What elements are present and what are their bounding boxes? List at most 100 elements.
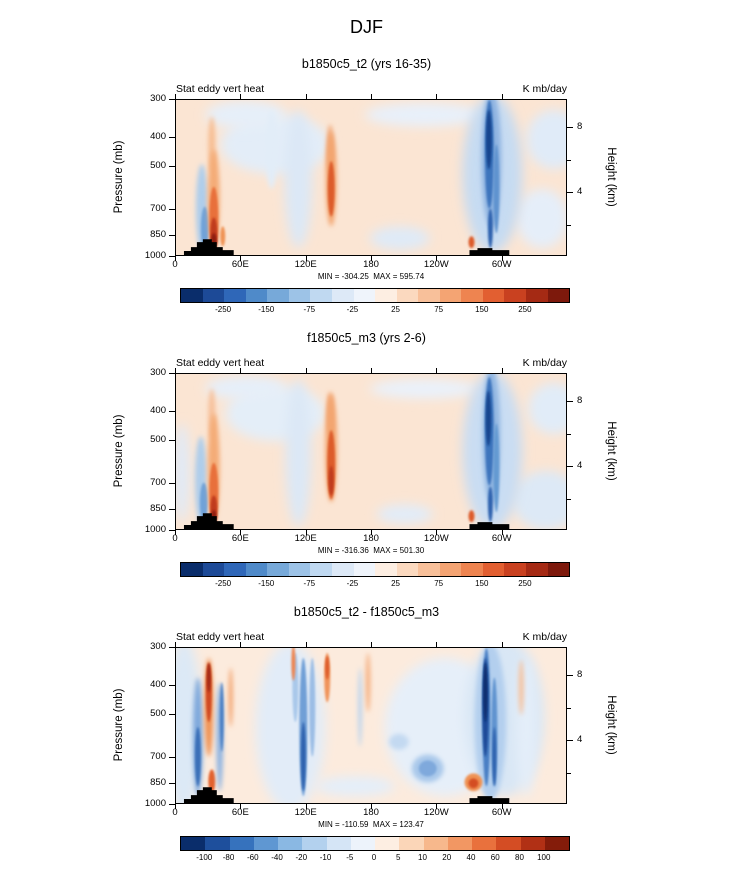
- x-tick-top: [501, 94, 503, 99]
- pressure-tick: [169, 508, 175, 510]
- colorbar-cell: [418, 563, 440, 576]
- colorbar-cell: [288, 289, 311, 302]
- pressure-tick-label: 300: [150, 641, 166, 652]
- height-minor-tick: [567, 433, 571, 435]
- x-tick-top: [305, 368, 307, 373]
- colorbar-cell: [202, 289, 225, 302]
- pressure-tick: [169, 234, 175, 236]
- x-tick-top: [240, 642, 242, 647]
- colorbar-labels: -100 -80 -60 -40 -20 -10 -5 0 5 10 20 40 60 80 100: [180, 853, 568, 863]
- pressure-tick-label: 400: [150, 678, 166, 690]
- height-minor-tick: [567, 159, 571, 161]
- colorbar-cell: [461, 289, 483, 302]
- height-minor-tick: [567, 773, 571, 775]
- colorbar-cell: [520, 837, 545, 850]
- x-tick-top: [501, 642, 503, 647]
- colorbar-tick-label: -250: [215, 305, 232, 314]
- variable-label: Stat eddy vert heat: [176, 357, 265, 369]
- units-label: K mb/day: [522, 631, 567, 643]
- colorbar: [180, 836, 570, 851]
- colorbar-tick-label: -10: [319, 853, 332, 862]
- colorbar-cell: [447, 837, 472, 850]
- pressure-tick-label: 700: [150, 751, 166, 763]
- pressure-tick-label: 850: [150, 502, 166, 514]
- x-tick: [371, 530, 372, 535]
- x-tick: [436, 804, 438, 809]
- colorbar-cell: [181, 837, 206, 850]
- contour-field: [176, 374, 566, 529]
- x-tick-top: [371, 642, 372, 647]
- pressure-tick-label: 500: [150, 707, 166, 719]
- colorbar-cell: [310, 289, 332, 302]
- colorbar-cell: [496, 837, 521, 850]
- colorbar-tick-label: 40: [466, 853, 476, 862]
- x-tick-top: [175, 642, 176, 647]
- height-tick: [567, 740, 573, 742]
- colorbar-tick-label: 20: [442, 853, 452, 862]
- colorbar-cell: [224, 289, 246, 302]
- colorbar-cell: [544, 837, 569, 850]
- x-tick-label: 0: [172, 533, 178, 544]
- height-minor-tick: [567, 499, 571, 501]
- pressure-tick-label: 400: [150, 404, 166, 416]
- x-tick: [305, 530, 307, 535]
- topography: [183, 787, 510, 803]
- colorbar-tick-label: 100: [537, 853, 551, 862]
- colorbar-cell: [278, 837, 303, 850]
- pressure-axis-title: Pressure (mb): [113, 688, 125, 762]
- topography: [183, 513, 510, 529]
- colorbar-cell: [245, 563, 268, 576]
- x-tick-label: 60W: [491, 259, 512, 270]
- colorbar-cell: [375, 289, 397, 302]
- colorbar-cell: [310, 563, 332, 576]
- pressure-tick: [169, 684, 175, 686]
- colorbar: [180, 288, 570, 303]
- x-tick-label: 120E: [294, 533, 317, 544]
- pressure-tick: [169, 757, 175, 759]
- x-tick: [501, 530, 503, 535]
- colorbar-cell: [331, 563, 354, 576]
- colorbar-tick-label: 75: [434, 579, 444, 588]
- figure-title: DJF: [350, 17, 383, 37]
- pressure-tick-label: 500: [150, 159, 166, 171]
- colorbar-cell: [547, 289, 570, 302]
- pressure-tick-label: 1000: [144, 250, 166, 261]
- panel-title: b1850c5_t2 (yrs 16-35): [301, 57, 432, 71]
- colorbar-cell: [526, 563, 548, 576]
- x-tick: [436, 530, 438, 535]
- colorbar-cell: [461, 563, 483, 576]
- colorbar-cell: [353, 563, 376, 576]
- colorbar-cell: [267, 563, 289, 576]
- pressure-tick-label: 400: [150, 130, 166, 142]
- pressure-axis-title: Pressure (mb): [113, 414, 125, 488]
- colorbar-cell: [399, 837, 424, 850]
- x-tick-top: [371, 368, 372, 373]
- colorbar-cell: [396, 563, 419, 576]
- contour-plot: [175, 373, 567, 530]
- colorbar-tick-label: -25: [346, 305, 359, 314]
- x-tick: [305, 256, 307, 261]
- colorbar-tick-label: 80: [515, 853, 524, 862]
- pressure-tick: [169, 136, 175, 138]
- height-minor-tick: [567, 225, 571, 227]
- x-tick-label: 180: [363, 259, 379, 270]
- x-tick: [371, 804, 372, 809]
- variable-label: Stat eddy vert heat: [176, 631, 265, 643]
- x-tick-label: 0: [172, 259, 178, 270]
- colorbar-tick-label: 75: [434, 305, 444, 314]
- x-tick-top: [305, 94, 307, 99]
- colorbar-cell: [181, 563, 203, 576]
- colorbar-tick-label: 10: [418, 853, 427, 862]
- height-tick-label: 4: [577, 186, 583, 198]
- x-tick-label: 60W: [491, 533, 512, 544]
- colorbar-labels: -250 -150 -75 -25 25 75 150 250: [180, 305, 568, 315]
- x-tick-label: 180: [363, 533, 379, 544]
- x-tick-top: [371, 94, 372, 99]
- colorbar-cell: [375, 837, 400, 850]
- colorbar-cell: [302, 837, 327, 850]
- x-tick: [240, 804, 242, 809]
- colorbar-cell: [181, 289, 203, 302]
- x-tick: [175, 256, 176, 261]
- x-tick: [175, 804, 176, 809]
- pressure-tick-label: 1000: [144, 524, 166, 535]
